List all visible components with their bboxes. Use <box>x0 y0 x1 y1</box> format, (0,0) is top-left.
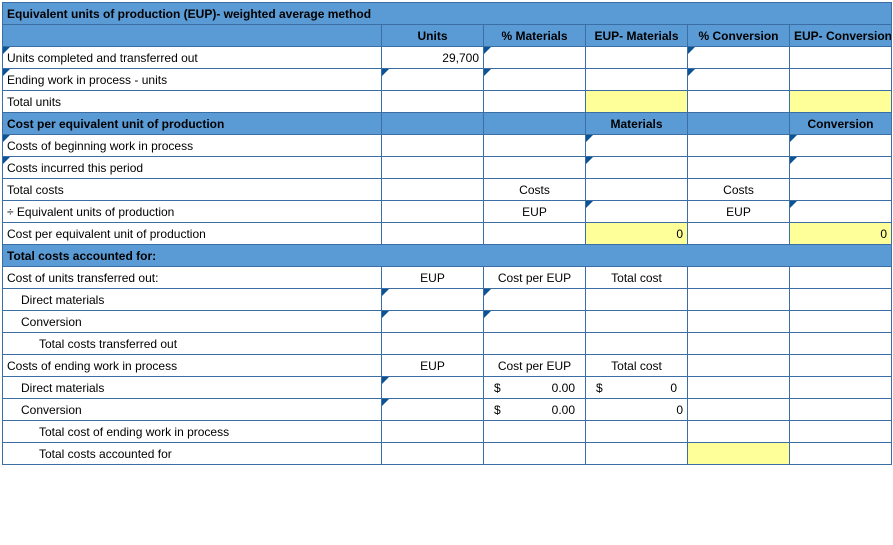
row-total-ending: Total cost of ending work in process <box>3 421 892 443</box>
row-costs-incurred: Costs incurred this period <box>3 157 892 179</box>
ending-conv-tot: 0 <box>586 399 688 421</box>
label: Total costs accounted for <box>3 443 382 465</box>
cpe-col: Cost per EUP <box>484 267 586 289</box>
label: Conversion <box>3 399 382 421</box>
row-divide-eup: ÷ Equivalent units of production EUP EUP <box>3 201 892 223</box>
label[interactable]: Costs incurred this period <box>3 157 382 179</box>
row-sec-total-costs: Total costs accounted for: <box>3 245 892 267</box>
row-ending-dm: Direct materials $0.00 $0 <box>3 377 892 399</box>
label: Direct materials <box>3 377 382 399</box>
costs-label-1: Costs <box>484 179 586 201</box>
row-costs-beg-wip: Costs of beginning work in process <box>3 135 892 157</box>
label: Cost of units transferred out: <box>3 267 382 289</box>
label: Total costs accounted for: <box>3 245 892 267</box>
costs-label-2: Costs <box>688 179 790 201</box>
row-transfer-dm: Direct materials <box>3 289 892 311</box>
row-cost-per-eup: Cost per equivalent unit of production 0… <box>3 223 892 245</box>
label: Cost per equivalent unit of production <box>3 223 382 245</box>
label[interactable]: Costs of beginning work in process <box>3 135 382 157</box>
row-transfer-conv: Conversion <box>3 311 892 333</box>
eup-label-1: EUP <box>484 201 586 223</box>
units-completed-value[interactable]: 29,700 <box>382 47 484 69</box>
col-pconv: % Conversion <box>688 25 790 47</box>
cost-per-eup-mat: 0 <box>586 223 688 245</box>
title-row: Equivalent units of production (EUP)- we… <box>3 3 892 25</box>
eup-col: EUP <box>382 267 484 289</box>
eup-table: Equivalent units of production (EUP)- we… <box>2 2 892 465</box>
ending-conv-cpe: $0.00 <box>484 399 586 421</box>
materials-header: Materials <box>586 113 688 135</box>
eup-label-2: EUP <box>688 201 790 223</box>
row-ending-wip-hdr: Costs of ending work in process EUP Cost… <box>3 355 892 377</box>
row-total-units: Total units <box>3 91 892 113</box>
label: Total costs <box>3 179 382 201</box>
tot-col: Total cost <box>586 267 688 289</box>
row-sec-cost-per-eup: Cost per equivalent unit of production M… <box>3 113 892 135</box>
cost-per-eup-conv: 0 <box>790 223 892 245</box>
ending-dm-cpe: $0.00 <box>484 377 586 399</box>
col-pmat: % Materials <box>484 25 586 47</box>
col-headers: Units % Materials EUP- Materials % Conve… <box>3 25 892 47</box>
label: Cost per equivalent unit of production <box>3 113 382 135</box>
label: Direct materials <box>3 289 382 311</box>
label: Total cost of ending work in process <box>3 421 382 443</box>
tot-col: Total cost <box>586 355 688 377</box>
ending-dm-tot: $0 <box>586 377 688 399</box>
col-units: Units <box>382 25 484 47</box>
label[interactable]: Ending work in process - units <box>3 69 382 91</box>
conversion-header: Conversion <box>790 113 892 135</box>
label: Total costs transferred out <box>3 333 382 355</box>
label: Conversion <box>3 311 382 333</box>
label: ÷ Equivalent units of production <box>3 201 382 223</box>
row-ending-conv: Conversion $0.00 0 <box>3 399 892 421</box>
label[interactable]: Units completed and transferred out <box>3 47 382 69</box>
col-eupconv: EUP- Conversion <box>790 25 892 47</box>
eup-col: EUP <box>382 355 484 377</box>
label: Total units <box>3 91 382 113</box>
cpe-col: Cost per EUP <box>484 355 586 377</box>
row-total-transfer: Total costs transferred out <box>3 333 892 355</box>
row-total-accounted: Total costs accounted for <box>3 443 892 465</box>
row-units-completed: Units completed and transferred out 29,7… <box>3 47 892 69</box>
title-cell: Equivalent units of production (EUP)- we… <box>3 3 892 25</box>
label: Costs of ending work in process <box>3 355 382 377</box>
row-transfer-out-hdr: Cost of units transferred out: EUP Cost … <box>3 267 892 289</box>
row-ending-wip: Ending work in process - units <box>3 69 892 91</box>
row-total-costs: Total costs Costs Costs <box>3 179 892 201</box>
col-eupmat: EUP- Materials <box>586 25 688 47</box>
